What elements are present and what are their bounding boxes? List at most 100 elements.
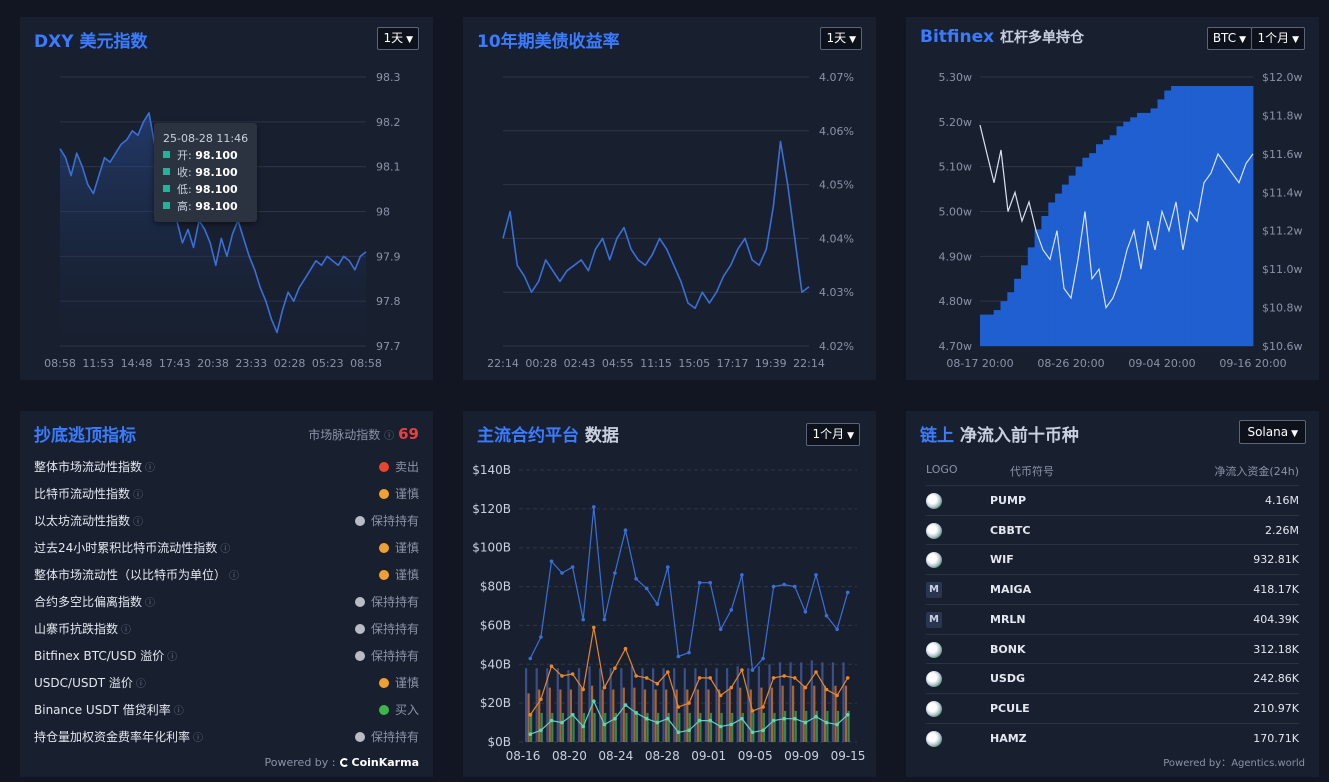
table-row[interactable]: HAMZ 170.71K — [926, 722, 1299, 753]
volume-bar — [813, 685, 816, 742]
treasury-period-dropdown[interactable]: 1天 ▼ — [820, 27, 862, 50]
table-row[interactable]: CBBTC 2.26M — [926, 514, 1299, 545]
table-row[interactable]: M MRLN 404.39K — [926, 603, 1299, 634]
volume-bar — [577, 668, 581, 742]
table-row[interactable]: PCULE 210.97K — [926, 692, 1299, 723]
info-icon[interactable]: ⓘ — [220, 544, 231, 555]
series-point — [655, 681, 660, 686]
info-icon[interactable]: ⓘ — [135, 679, 146, 690]
info-icon[interactable]: ⓘ — [133, 517, 144, 528]
powered-by-coinkarma[interactable]: Powered by : CoinKarma — [265, 756, 419, 769]
series-point — [581, 687, 585, 692]
indicator-label: 持仓量加权资金费率年化利率 — [34, 730, 191, 744]
volume-bar — [747, 668, 750, 742]
indicator-row[interactable]: 整体市场流动性（以比特币为单位） ⓘ 谨慎 — [34, 562, 419, 589]
series-point — [750, 709, 755, 713]
token-logo-icon — [926, 522, 942, 539]
volume-bar — [673, 668, 676, 742]
info-icon[interactable]: ⓘ — [145, 463, 156, 474]
volume-bar — [844, 685, 848, 742]
table-row[interactable]: BONK 312.18K — [926, 633, 1299, 664]
info-icon[interactable]: ⓘ — [167, 652, 178, 663]
bitfinex-chart[interactable]: 5.30w 5.20w 5.10w 5.00w 4.90w 4.80w 4.70w $12.0… — [906, 17, 1319, 380]
bitfinex-title: Bitfinex 杠杆多单持仓 — [920, 27, 1084, 47]
info-icon[interactable]: ⓘ — [229, 571, 240, 582]
info-icon[interactable]: ⓘ — [145, 598, 156, 609]
info-icon[interactable]: ⓘ — [193, 733, 204, 744]
table-row[interactable]: PUMP 4.16M — [926, 485, 1299, 515]
info-icon[interactable]: ⓘ — [173, 706, 184, 717]
indicator-row[interactable]: Binance USDT 借贷利率 ⓘ 买入 — [34, 697, 419, 724]
info-icon[interactable]: ⓘ — [133, 490, 144, 501]
volume-bar — [784, 710, 787, 742]
volume-bar — [654, 689, 657, 742]
volume-bar — [580, 687, 583, 742]
x-tick-label: 09-09 — [784, 749, 819, 763]
volume-bar — [768, 664, 771, 742]
series-point — [560, 674, 564, 678]
series-point — [750, 668, 755, 672]
table-row[interactable]: M MAIGA 418.17K — [926, 574, 1299, 604]
series-point — [845, 676, 850, 680]
x-tick-label: 09-16 20:00 — [1219, 357, 1286, 370]
volume-bar — [718, 689, 721, 742]
series-point — [814, 714, 818, 719]
futures-period-dropdown[interactable]: 1个月 ▼ — [806, 423, 860, 446]
indicator-row[interactable]: 比特币流动性指数 ⓘ 谨慎 — [34, 481, 419, 508]
indicator-row[interactable]: 持仓量加权资金费率年化利率 ⓘ 保持持有 — [34, 724, 419, 751]
volume-bar — [591, 685, 594, 742]
volume-bar — [551, 712, 554, 742]
x-tick-label: 09-01 — [691, 749, 726, 763]
y-right-tick-label: $11.6w — [1262, 148, 1303, 161]
series-point — [697, 718, 702, 723]
dxy-period-dropdown[interactable]: 1天 ▼ — [377, 27, 419, 50]
token-symbol: MAIGA — [990, 583, 1032, 597]
series-point — [803, 685, 808, 690]
y-tick-label: $80B — [480, 580, 511, 594]
indicator-label: 过去24小时累积比特币流动性指数 — [34, 541, 218, 555]
indicator-row[interactable]: Bitfinex BTC/USD 溢价 ⓘ 保持持有 — [34, 643, 419, 670]
volume-bar — [614, 712, 617, 742]
table-row[interactable]: USDG 242.86K — [926, 663, 1299, 693]
position-bar — [1218, 86, 1227, 346]
volume-bar — [805, 710, 808, 742]
info-icon[interactable]: ⓘ — [384, 431, 395, 442]
dxy-period-label: 1天 — [383, 31, 404, 45]
series-point — [771, 676, 776, 680]
series-point — [602, 617, 607, 622]
volume-bar — [620, 668, 623, 742]
chain-dropdown[interactable]: Solana ▼ — [1239, 420, 1306, 444]
powered-by-agentics[interactable]: Powered by：Agentics.world — [1163, 754, 1305, 769]
series-point — [613, 571, 617, 575]
token-netflow: 170.71K — [1253, 731, 1299, 745]
y-tick-label: 97.7 — [376, 340, 401, 353]
volume-bar — [731, 712, 734, 742]
indicator-row[interactable]: 山寨币抗跌指数 ⓘ 保持持有 — [34, 616, 419, 643]
info-icon[interactable]: ⓘ — [121, 625, 132, 636]
bitfinex-period-dropdown[interactable]: 1个月 ▼ — [1251, 27, 1305, 50]
volume-bar — [622, 687, 625, 742]
position-bar — [1164, 90, 1172, 346]
y-right-tick-label: $10.6w — [1262, 340, 1303, 353]
x-tick-label: 11:53 — [82, 357, 114, 370]
treasury-chart[interactable]: 4.07% 4.06% 4.05% 4.04% 4.03% 4.02% 22:14 00:28… — [463, 17, 876, 380]
series-point — [623, 646, 628, 651]
indicator-row[interactable]: 整体市场流动性指数 ⓘ 卖出 — [34, 454, 419, 481]
indicator-row[interactable]: 以太坊流动性指数 ⓘ 保持持有 — [34, 508, 419, 535]
position-bar — [1021, 265, 1029, 346]
indicator-row[interactable]: USDC/USDT 溢价 ⓘ 谨慎 — [34, 670, 419, 697]
market-pulse: 市场脉动指数 ⓘ 69 — [308, 425, 419, 443]
indicator-row[interactable]: 合约多空比偏离指数 ⓘ 保持持有 — [34, 589, 419, 616]
table-row[interactable]: WIF 932.81K — [926, 544, 1299, 574]
chevron-down-icon: ▼ — [1291, 429, 1298, 439]
series-point — [824, 613, 829, 618]
series-point — [528, 656, 533, 661]
bitfinex-panel: Bitfinex 杠杆多单持仓 BTC ▼ 1个月 ▼ 5.30w 5.20w 5.10… — [906, 17, 1319, 380]
indicator-row[interactable]: 过去24小时累积比特币流动性指数 ⓘ 谨慎 — [34, 535, 419, 562]
volume-bar — [662, 668, 665, 742]
volume-bar — [599, 668, 602, 742]
position-bar — [1239, 86, 1247, 346]
series-line — [59, 112, 367, 334]
indicator-status-label: 谨慎 — [394, 568, 419, 582]
